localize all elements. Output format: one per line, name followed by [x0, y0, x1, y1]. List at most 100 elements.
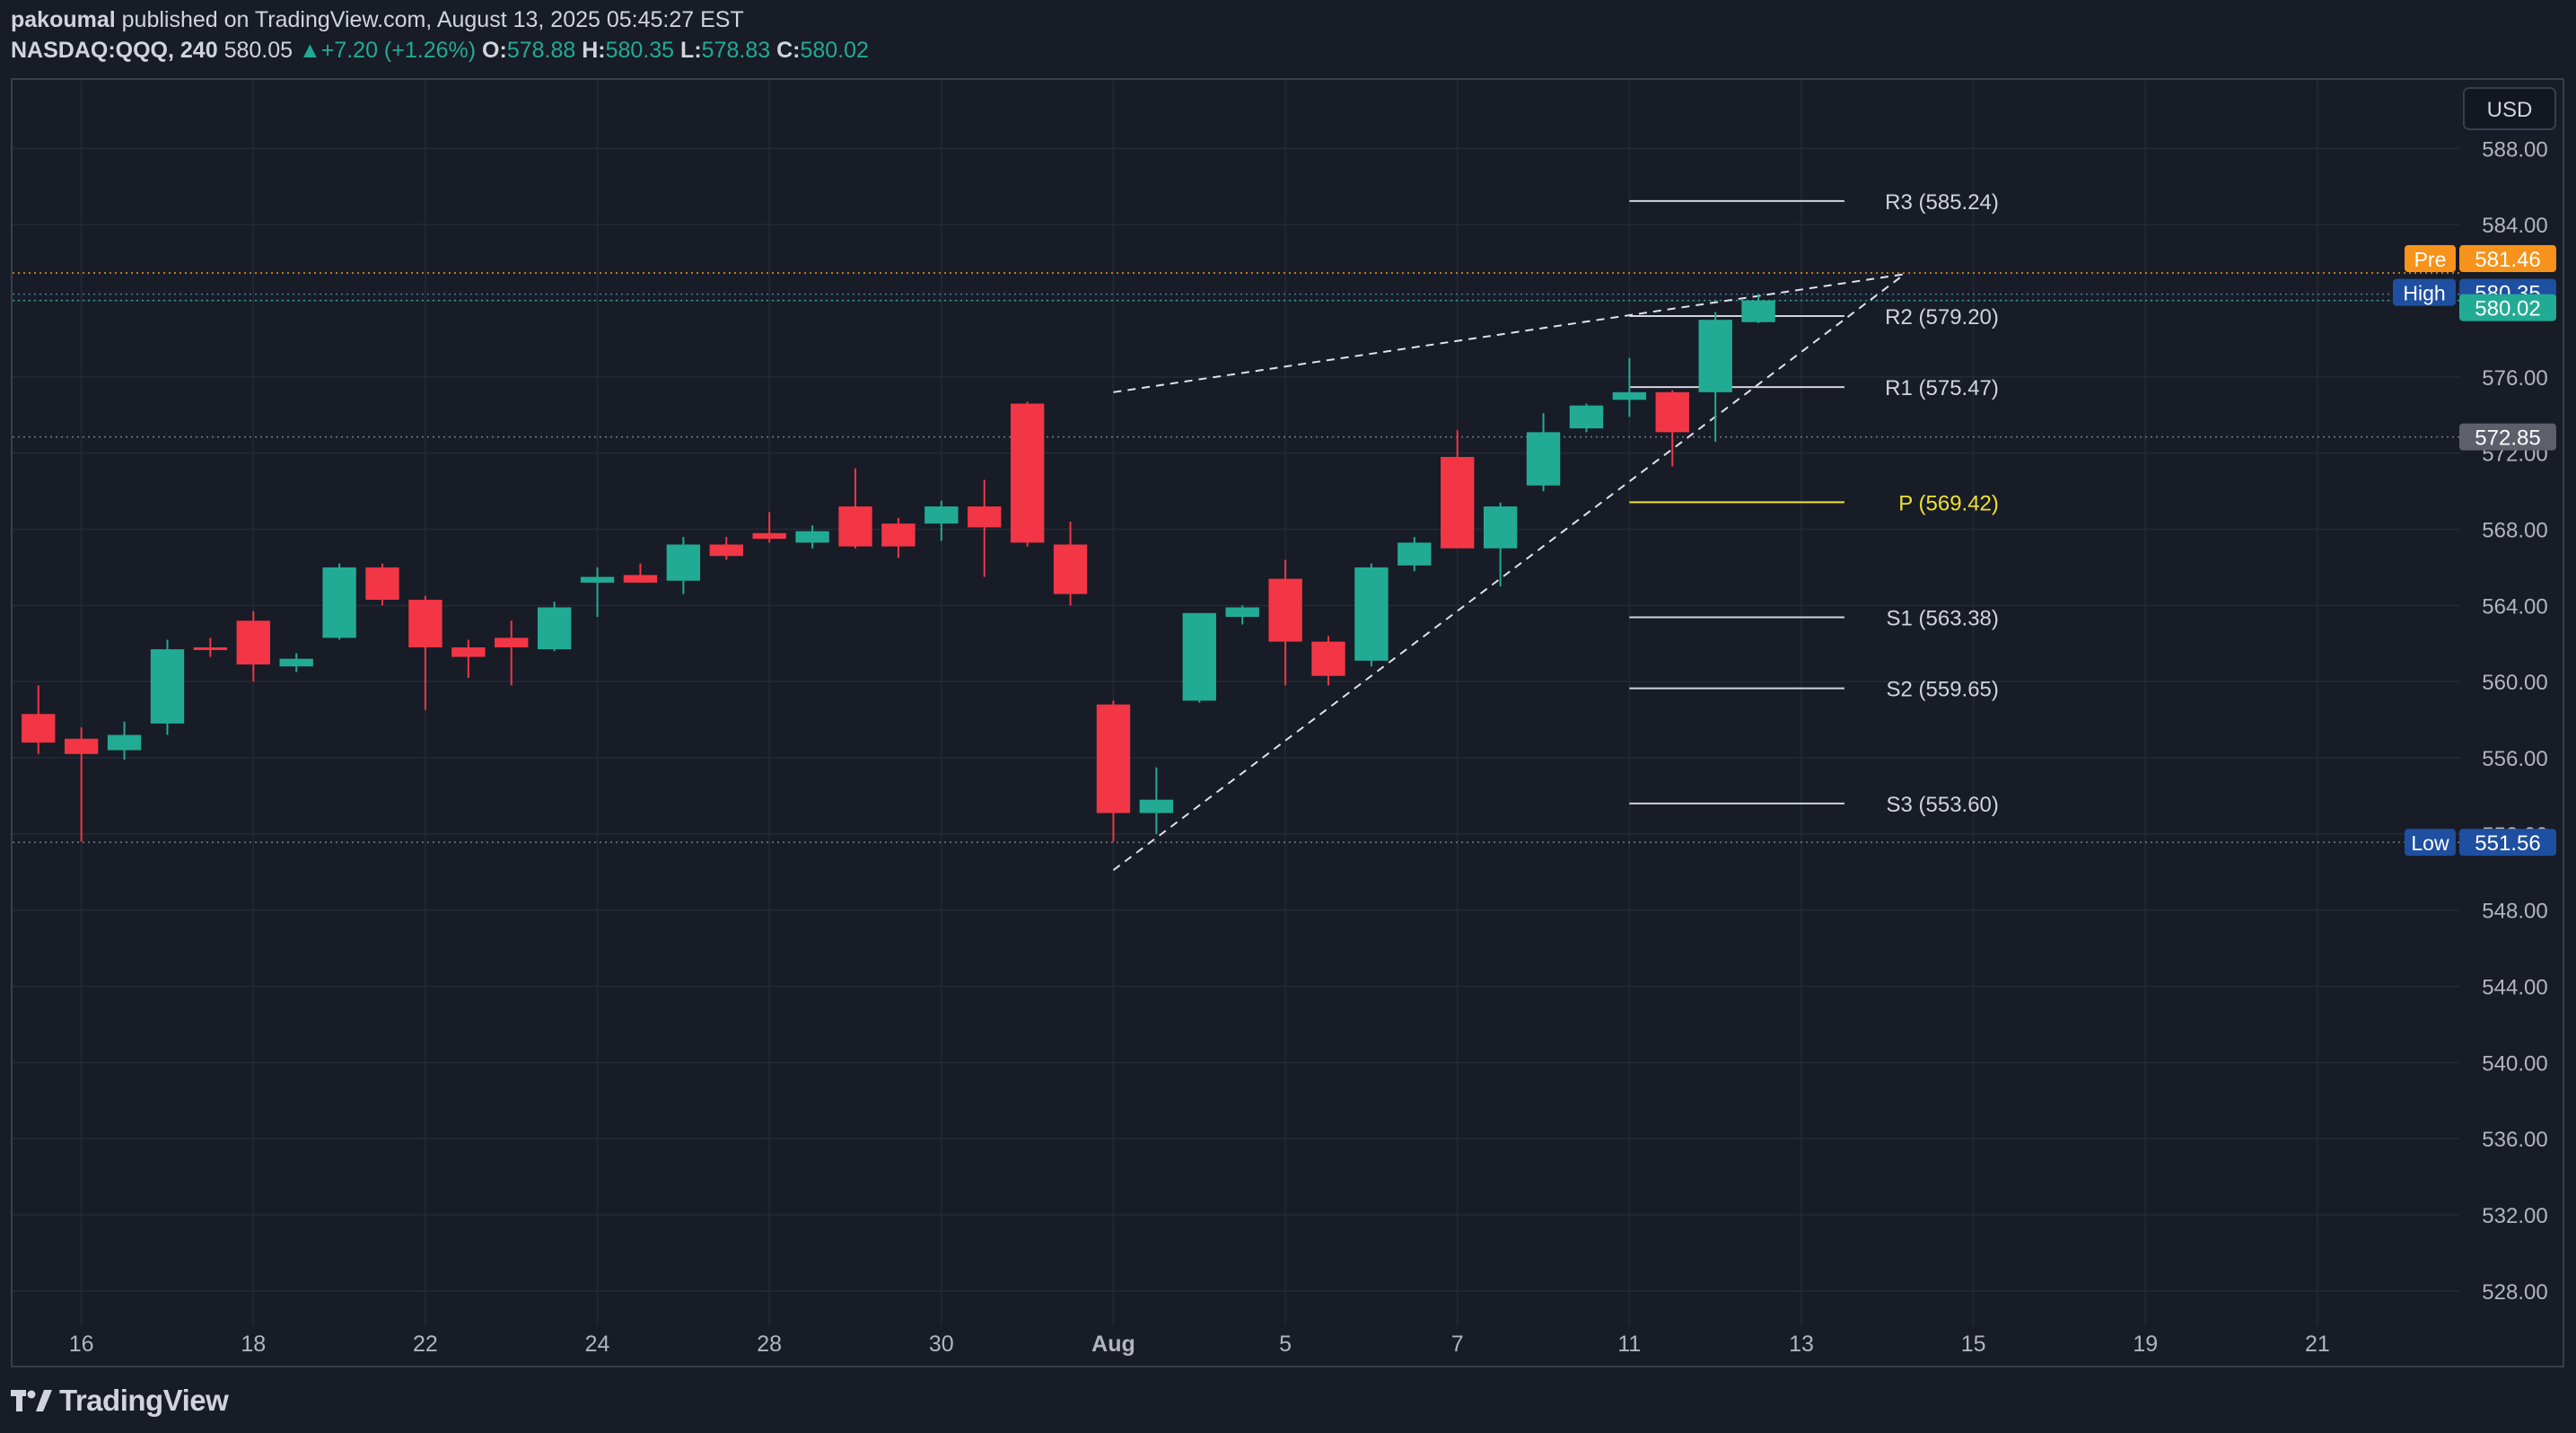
price-tag-prefix-bg-low — [2405, 829, 2456, 857]
candle-body[interactable] — [1311, 641, 1345, 676]
candle-body[interactable] — [279, 658, 313, 667]
price-tag-prefix-low: Low — [2411, 831, 2449, 855]
x-tick-label: 18 — [241, 1332, 266, 1357]
candle-body[interactable] — [408, 599, 442, 647]
open-label: O: — [482, 38, 507, 63]
pivot-label-r3: R3 (585.24) — [1885, 190, 1999, 215]
price-tag-prefix-bg-pre — [2405, 245, 2456, 273]
pivot-label-r1: R1 (575.47) — [1885, 376, 1999, 400]
candle-body[interactable] — [1741, 300, 1775, 322]
y-tick-label: 556.00 — [2482, 747, 2547, 771]
open-value: 578.88 — [506, 38, 576, 63]
pivot-label-s3: S3 (553.60) — [1886, 793, 1998, 817]
price-tag-prefix-pre: Pre — [2414, 248, 2447, 271]
price-tag-prefix-bg-high — [2393, 278, 2456, 306]
candle-body[interactable] — [1655, 391, 1689, 433]
author-name[interactable]: pakoumal — [11, 7, 116, 32]
y-tick-label: 568.00 — [2482, 519, 2547, 543]
trendline[interactable] — [1112, 273, 1906, 871]
candle-body[interactable] — [1398, 542, 1432, 566]
tradingview-logo[interactable]: TradingView — [11, 1381, 229, 1420]
currency-button[interactable]: USD — [2463, 87, 2556, 130]
candle-body[interactable] — [1053, 544, 1088, 594]
candle-body[interactable] — [1096, 704, 1131, 813]
candle-body[interactable] — [236, 620, 270, 665]
brand-name: TradingView — [59, 1384, 229, 1417]
x-tick-label: 13 — [1789, 1332, 1814, 1357]
candle-body[interactable] — [1526, 432, 1561, 486]
symbol-label[interactable]: NASDAQ:QQQ, 240 — [11, 38, 218, 63]
candle-body[interactable] — [1483, 506, 1518, 549]
candle-body[interactable] — [1698, 320, 1732, 392]
x-tick-label: Aug — [1091, 1332, 1135, 1357]
y-tick-label: 540.00 — [2482, 1051, 2547, 1076]
candle-body[interactable] — [193, 646, 228, 650]
pivot-label-r2: R2 (579.20) — [1885, 305, 1999, 330]
candle-body[interactable] — [1182, 612, 1216, 701]
candle-body[interactable] — [623, 575, 658, 583]
price-tag-low — [2459, 829, 2556, 857]
candle-body[interactable] — [666, 544, 701, 581]
high-value: 580.35 — [605, 38, 675, 63]
published-text: published on TradingView.com, August 13,… — [121, 7, 744, 32]
x-tick-label: 30 — [929, 1332, 954, 1357]
y-tick-label: 576.00 — [2482, 366, 2547, 391]
candle-body[interactable] — [64, 738, 99, 754]
candle-body[interactable] — [322, 567, 356, 638]
candle-body[interactable] — [150, 649, 185, 724]
price-tag-pre — [2459, 245, 2556, 273]
candle-body[interactable] — [838, 506, 872, 547]
candle-body[interactable] — [1441, 456, 1475, 549]
change-arrow-icon: ▲ — [298, 38, 321, 63]
y-tick-label: 528.00 — [2482, 1280, 2547, 1305]
pivot-label-s1: S1 (563.38) — [1886, 606, 1998, 630]
y-tick-label: 544.00 — [2482, 975, 2547, 999]
candle-body[interactable] — [1225, 607, 1259, 618]
candle-body[interactable] — [1010, 403, 1045, 543]
candle-body[interactable] — [495, 637, 529, 647]
x-tick-label: 16 — [69, 1332, 94, 1357]
candle-body[interactable] — [795, 531, 829, 543]
candle-body[interactable] — [1354, 567, 1389, 661]
candle-body[interactable] — [451, 646, 486, 657]
pivot-label-p: P (569.42) — [1898, 491, 1999, 515]
tradingview-logo-icon — [11, 1390, 52, 1411]
candle-body[interactable] — [537, 607, 572, 650]
trendline[interactable] — [1113, 273, 1906, 393]
grid — [13, 80, 2459, 1325]
trendlines[interactable] — [1112, 273, 1906, 871]
candle-body[interactable] — [709, 544, 743, 557]
candle-body[interactable] — [752, 532, 786, 540]
currency-label: USD — [2487, 98, 2533, 122]
low-label: L: — [680, 38, 702, 63]
candle-body[interactable] — [1612, 391, 1647, 400]
x-tick-label: 7 — [1451, 1332, 1464, 1357]
candle-body[interactable] — [968, 506, 1002, 528]
x-tick-label: 19 — [2133, 1332, 2158, 1357]
candle-body[interactable] — [1268, 578, 1302, 642]
candle-body[interactable] — [22, 714, 56, 743]
x-axis[interactable]: 16 18 22 24 28 30 Aug 5 7 11 13 15 19 21 — [69, 1332, 2330, 1357]
candle-body[interactable] — [1569, 405, 1604, 429]
candle-body[interactable] — [580, 576, 615, 583]
price-tag-prefix-high: High — [2403, 282, 2445, 305]
y-tick-label: 536.00 — [2482, 1128, 2547, 1152]
y-tick-label: 564.00 — [2482, 594, 2547, 619]
y-tick-label: 584.00 — [2482, 214, 2547, 238]
pivot-label-s2: S2 (559.65) — [1886, 678, 1998, 702]
candle-body[interactable] — [881, 523, 916, 547]
low-value: 578.83 — [701, 38, 771, 63]
candle-body[interactable] — [924, 506, 959, 524]
candle-body[interactable] — [107, 734, 142, 751]
price-tag-prev_close — [2459, 423, 2556, 451]
x-tick-label: 11 — [1617, 1332, 1641, 1357]
candle-body[interactable] — [1139, 799, 1174, 813]
x-tick-label: 22 — [413, 1332, 438, 1357]
x-tick-label: 5 — [1279, 1332, 1292, 1357]
y-tick-label: 548.00 — [2482, 900, 2547, 924]
candle-body[interactable] — [365, 567, 399, 600]
price-tag-value-last: 580.02 — [2475, 297, 2540, 321]
candles[interactable] — [22, 294, 1775, 842]
